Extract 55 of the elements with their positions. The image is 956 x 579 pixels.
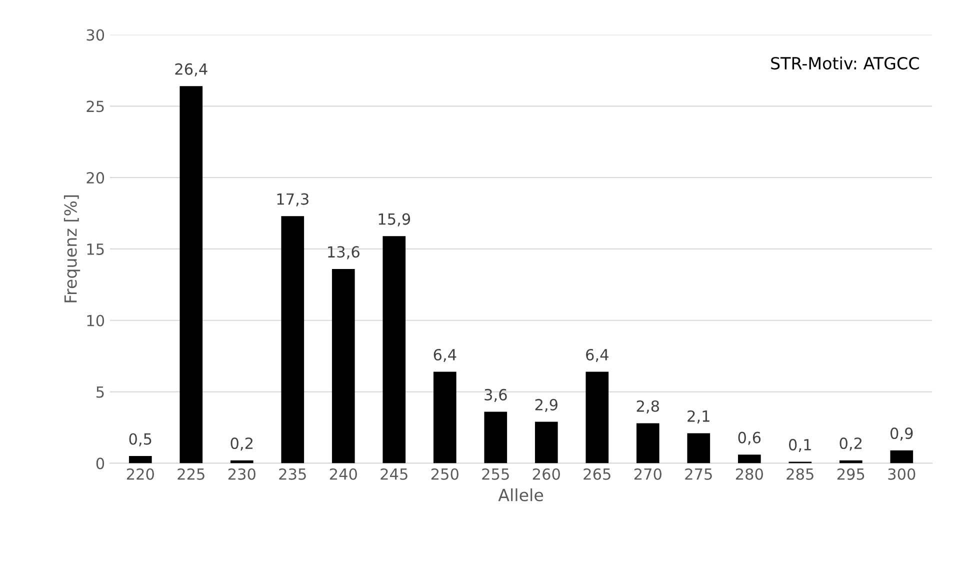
y-tick-label: 15: [87, 244, 104, 255]
x-tick-label: 265: [584, 468, 610, 480]
data-label: 0,2: [840, 437, 862, 451]
data-label: 0,5: [129, 433, 152, 446]
x-tick-label: 245: [380, 468, 408, 480]
x-tick-label: 225: [178, 468, 204, 480]
data-label: 0,2: [230, 437, 253, 451]
bar: [332, 268, 355, 464]
data-label: 2,9: [535, 398, 558, 412]
x-tick-label: 240: [330, 468, 357, 480]
data-label: 2,1: [688, 410, 710, 424]
bar: [484, 412, 508, 464]
data-label: 13,6: [328, 246, 360, 260]
data-label: 17,3: [277, 193, 308, 206]
data-label: 15,9: [378, 213, 410, 226]
data-label: 6,4: [586, 348, 608, 362]
x-tick-label: 285: [786, 468, 814, 480]
y-tick-label: 0: [96, 458, 104, 470]
bar: [180, 86, 203, 464]
y-axis-title: Frequenz [%]: [64, 195, 80, 302]
data-label: 0,1: [789, 438, 811, 452]
bar: [586, 372, 609, 464]
y-tick-label: 10: [87, 314, 104, 326]
bar: [382, 236, 406, 464]
bar: [890, 450, 914, 464]
x-tick-label: 250: [431, 468, 458, 480]
x-tick-label: 295: [837, 468, 864, 480]
data-label: 0,9: [890, 427, 913, 441]
x-tick-label: 280: [736, 468, 763, 480]
y-tick-label: 25: [86, 100, 104, 112]
bar: [128, 456, 152, 464]
x-tick-label: 230: [228, 468, 256, 480]
bar: [636, 423, 660, 464]
x-tick-label: 275: [685, 468, 712, 480]
x-tick-label: 300: [888, 468, 916, 480]
data-label: 2,8: [636, 400, 659, 414]
x-axis-title: Allele: [498, 488, 544, 502]
bar: [738, 454, 761, 464]
x-tick-label: 260: [532, 468, 560, 480]
data-label: 3,6: [484, 388, 507, 402]
data-label: 26,4: [175, 63, 208, 76]
bar: [281, 216, 304, 464]
bar: [433, 372, 456, 464]
y-tick-label: 5: [96, 386, 104, 398]
y-tick-label: 20: [86, 172, 104, 184]
data-label: 0,6: [738, 432, 761, 445]
data-label: 6,4: [434, 348, 456, 362]
x-tick-label: 235: [279, 468, 306, 480]
x-tick-label: 270: [634, 468, 662, 480]
x-tick-label: 255: [482, 468, 509, 480]
y-tick-label: 30: [86, 29, 104, 41]
bar: [534, 422, 558, 464]
x-tick-label: 220: [126, 468, 154, 480]
bar: [687, 433, 710, 464]
annotation: STR-Motiv: ATGCC: [771, 56, 919, 70]
